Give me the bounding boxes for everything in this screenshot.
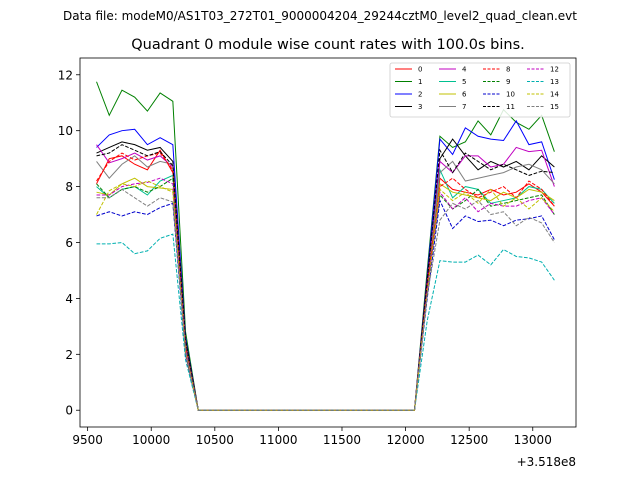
legend-label-0: 0 <box>418 66 422 74</box>
y-tick-label: 8 <box>65 180 73 194</box>
x-tick-label: 9500 <box>72 433 103 447</box>
x-axis-offset-label: +3.518e8 <box>517 455 576 469</box>
y-tick-label: 12 <box>58 68 73 82</box>
x-tick-label: 10500 <box>196 433 234 447</box>
legend-label-4: 4 <box>462 66 467 74</box>
legend-label-6: 6 <box>462 91 467 99</box>
legend-label-15: 15 <box>550 103 559 111</box>
y-tick-label: 10 <box>58 124 73 138</box>
y-tick-label: 6 <box>65 236 73 250</box>
legend-label-5: 5 <box>462 78 466 86</box>
legend-label-9: 9 <box>506 78 510 86</box>
x-tick-label: 11000 <box>259 433 297 447</box>
legend-box <box>389 62 571 118</box>
legend-label-3: 3 <box>418 103 422 111</box>
y-tick-label: 2 <box>65 348 73 362</box>
y-axis: 0 2 4 6 8 10 12 <box>58 68 80 418</box>
plot-area <box>80 58 576 427</box>
legend-label-1: 1 <box>418 78 422 86</box>
x-tick-label: 13000 <box>514 433 552 447</box>
legend-label-2: 2 <box>418 91 422 99</box>
x-tick-label: 12500 <box>450 433 488 447</box>
y-tick-label: 4 <box>65 292 73 306</box>
legend-label-12: 12 <box>550 66 559 74</box>
series-line-15 <box>96 188 555 411</box>
legend-label-8: 8 <box>506 66 510 74</box>
legend-label-10: 10 <box>506 91 515 99</box>
legend-label-7: 7 <box>462 103 466 111</box>
legend-label-11: 11 <box>506 103 515 111</box>
x-axis: 9500 10000 10500 11000 11500 12000 12500 13000 <box>72 427 552 447</box>
chart-suptitle: Data file: modeM0/AS1T03_272T01_90000042… <box>63 9 577 23</box>
x-tick-label: 10000 <box>132 433 170 447</box>
series-layer <box>96 81 555 411</box>
chart-title: Quadrant 0 module wise count rates with … <box>131 37 525 53</box>
legend-label-14: 14 <box>550 91 559 99</box>
x-tick-label: 11500 <box>323 433 361 447</box>
legend-label-13: 13 <box>550 78 559 86</box>
x-tick-label: 12000 <box>386 433 424 447</box>
y-tick-label: 0 <box>65 404 73 418</box>
